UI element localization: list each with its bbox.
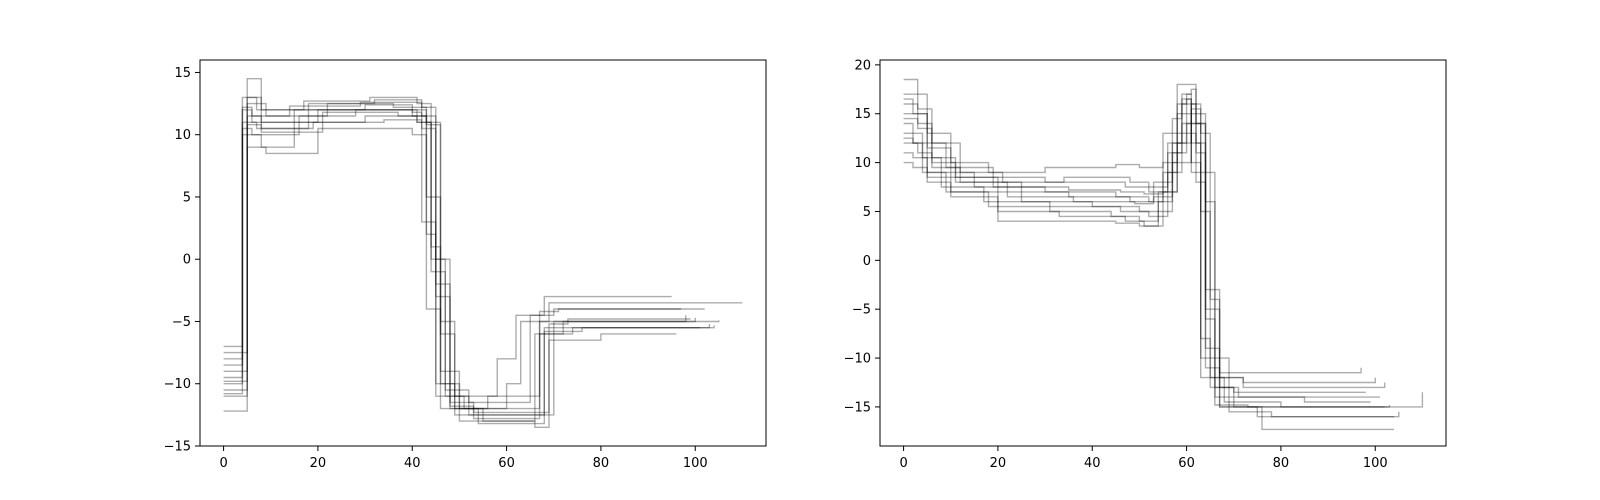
y-tick-label: −5 [172, 315, 191, 330]
series-line-5 [903, 103, 1424, 408]
x-tick-label: 20 [310, 456, 327, 471]
x-tick-label: 40 [1084, 456, 1101, 471]
y-tick-label: 15 [174, 66, 191, 81]
x-tick-label: 20 [990, 456, 1007, 471]
series-line-10 [903, 98, 1391, 408]
y-tick-label: −15 [164, 440, 191, 455]
series-line-7 [223, 109, 743, 410]
y-tick-label: 0 [183, 253, 191, 268]
series-group [223, 78, 743, 428]
series-line-8 [223, 115, 700, 420]
series-line-12 [223, 111, 682, 410]
right-chart-panel: 0 20 40 60 80 100 −15 −10 −5 0 5 10 15 20 [844, 58, 1447, 471]
left-chart-panel: 0 20 40 60 80 100 −15 −10 −5 0 5 10 15 [164, 59, 767, 471]
y-tick-label: 0 [863, 254, 871, 269]
series-line-11 [903, 122, 1371, 403]
y-tick-label: −10 [164, 377, 191, 392]
x-tick-label: 80 [1273, 456, 1290, 471]
series-line-6 [223, 102, 720, 416]
y-tick-label: −15 [844, 400, 871, 415]
series-line-1 [223, 104, 696, 410]
y-tick-label: 10 [174, 128, 191, 143]
x-tick-label: 100 [683, 456, 708, 471]
y-tick-label: 15 [854, 107, 871, 122]
series-line-4 [223, 78, 677, 428]
series-line-5 [223, 115, 705, 404]
series-line-9 [223, 96, 672, 397]
y-tick-label: −10 [844, 352, 871, 367]
series-line-11 [223, 101, 691, 414]
y-tick-label: 5 [183, 190, 191, 205]
series-line-7 [903, 108, 1400, 418]
series-line-4 [903, 78, 1376, 384]
series-line-3 [903, 113, 1395, 418]
series-line-2 [223, 96, 711, 416]
x-tick-label: 40 [404, 456, 421, 471]
x-tick-label: 0 [899, 456, 907, 471]
y-tick-label: 10 [854, 156, 871, 171]
series-line-2 [903, 98, 1366, 393]
series-line-3 [223, 99, 687, 422]
series-line-12 [903, 103, 1386, 389]
x-tick-label: 60 [498, 456, 515, 471]
plot-frame [199, 59, 767, 447]
x-tick-label: 80 [593, 456, 610, 471]
x-tick-label: 60 [1178, 456, 1195, 471]
y-tick-label: 5 [863, 205, 871, 220]
series-line-6 [903, 113, 1380, 398]
y-tick-label: 20 [854, 58, 871, 73]
series-line-1 [903, 93, 1385, 408]
series-group [903, 78, 1424, 431]
series-line-8 [903, 88, 1362, 374]
x-tick-label: 0 [219, 456, 227, 471]
series-line-10 [223, 127, 715, 425]
y-tick-label: −5 [852, 303, 871, 318]
series-line-9 [903, 132, 1395, 431]
plot-frame [879, 59, 1447, 447]
x-tick-label: 100 [1363, 456, 1388, 471]
